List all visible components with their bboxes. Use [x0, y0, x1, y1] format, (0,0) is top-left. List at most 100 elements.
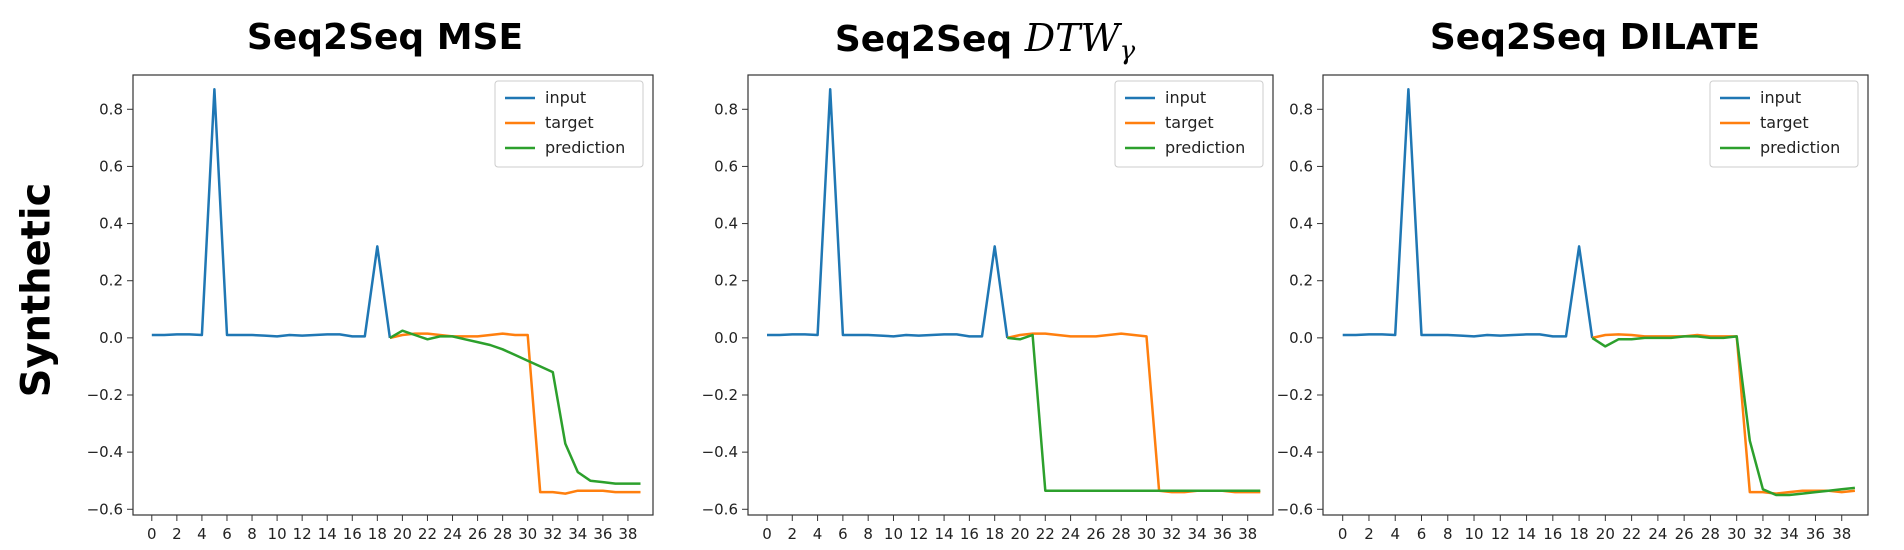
legend-label-target: target	[1760, 113, 1809, 132]
x-tick-label: 10	[884, 525, 903, 543]
x-tick-label: 0	[147, 525, 157, 543]
x-tick-label: 6	[1417, 525, 1427, 543]
y-tick-label: 0.8	[99, 100, 123, 118]
x-tick-label: 20	[393, 525, 412, 543]
chart-title-text: Seq2Seq MSE	[246, 17, 524, 58]
x-tick-label: 12	[1491, 525, 1510, 543]
series-line-prediction	[1007, 333, 1261, 492]
y-tick-label: 0.2	[99, 272, 123, 290]
x-tick-label: 22	[1036, 525, 1055, 543]
y-tick-label: −0.6	[702, 500, 738, 518]
x-tick-label: 16	[343, 525, 362, 543]
legend-label-prediction: prediction	[1760, 138, 1840, 157]
y-tick-label: −0.4	[87, 443, 123, 461]
series-line-prediction	[1591, 335, 1856, 497]
y-tick-label: 0.8	[714, 100, 738, 118]
x-tick-label: 32	[1753, 525, 1772, 543]
series-line-input	[1342, 88, 1594, 339]
x-tick-label: 26	[1675, 525, 1694, 543]
legend: input target prediction	[1709, 80, 1859, 168]
legend-box	[1114, 80, 1264, 168]
x-tick-label: 16	[1543, 525, 1562, 543]
y-tick-label: 0.2	[714, 272, 738, 290]
x-tick-label: 14	[1517, 525, 1536, 543]
legend-label-input: input	[545, 88, 586, 107]
chart-title-dilate: Seq2Seq DILATE	[1320, 8, 1870, 68]
x-tick-label: 32	[1162, 525, 1181, 543]
y-tick-label: −0.2	[702, 386, 738, 404]
y-tick-label: 0.0	[714, 329, 738, 347]
x-tick-label: 16	[960, 525, 979, 543]
legend-label-prediction: prediction	[1165, 138, 1245, 157]
x-tick-label: 26	[1086, 525, 1105, 543]
x-tick-label: 22	[1622, 525, 1641, 543]
legend-box	[494, 80, 644, 168]
legend: input target prediction	[1114, 80, 1264, 168]
x-tick-label: 14	[935, 525, 954, 543]
chart-panel-1: 0 2 4 6 8 10 12 14 16 18 20 22 24 26 28 30 32 34 36 38−0.6−…	[702, 74, 1274, 543]
x-tick-label: 8	[863, 525, 873, 543]
legend-label-prediction: prediction	[545, 138, 625, 157]
x-tick-label: 28	[1112, 525, 1131, 543]
chart-title-text: Seq2Seq	[834, 19, 1013, 60]
legend-label-input: input	[1165, 88, 1206, 107]
x-tick-label: 18	[368, 525, 387, 543]
x-tick-label: 0	[1338, 525, 1348, 543]
x-tick-label: 34	[568, 525, 587, 543]
x-tick-label: 36	[1806, 525, 1825, 543]
y-tick-label: −0.6	[1277, 500, 1313, 518]
x-tick-label: 12	[909, 525, 928, 543]
chart-title-text: Seq2Seq DILATE	[1429, 17, 1761, 58]
y-tick-label: −0.6	[87, 500, 123, 518]
chart-title-math-sub: γ	[1119, 36, 1136, 66]
x-tick-label: 26	[468, 525, 487, 543]
x-tick-label: 4	[197, 525, 207, 543]
x-tick-label: 14	[318, 525, 337, 543]
y-tick-label: 0.6	[714, 157, 738, 175]
y-tick-label: 0.4	[99, 215, 123, 233]
x-tick-label: 36	[1213, 525, 1232, 543]
legend-box	[1709, 80, 1859, 168]
x-tick-label: 2	[788, 525, 798, 543]
x-tick-label: 28	[1701, 525, 1720, 543]
y-tick-label: −0.4	[702, 443, 738, 461]
series-line-target	[1591, 333, 1856, 495]
x-tick-label: 4	[1390, 525, 1400, 543]
x-tick-label: 0	[762, 525, 772, 543]
x-tick-label: 28	[493, 525, 512, 543]
series-line-target	[1007, 332, 1261, 494]
y-tick-label: −0.2	[1277, 386, 1313, 404]
x-tick-label: 24	[1648, 525, 1667, 543]
chart-title-dtw: Seq2Seq DTWγ	[710, 8, 1260, 68]
legend-label-target: target	[1165, 113, 1214, 132]
x-tick-label: 38	[618, 525, 637, 543]
chart-title-math: DTWγ	[1024, 16, 1135, 66]
chart-panel-2: 0 2 4 6 8 10 12 14 16 18 20 22 24 26 28 30 32 34 36 38−0.6−…	[1277, 74, 1869, 543]
series-line-target	[389, 332, 641, 495]
legend-label-input: input	[1760, 88, 1801, 107]
x-tick-label: 36	[593, 525, 612, 543]
chart-title-math-main: DTW	[1024, 16, 1120, 60]
x-tick-label: 32	[543, 525, 562, 543]
y-tick-label: 0.8	[1289, 100, 1313, 118]
legend-label-target: target	[545, 113, 594, 132]
x-tick-label: 30	[1727, 525, 1746, 543]
x-tick-label: 24	[443, 525, 462, 543]
x-tick-label: 20	[1596, 525, 1615, 543]
series-line-prediction	[389, 329, 641, 485]
x-tick-label: 12	[293, 525, 312, 543]
y-tick-label: −0.2	[87, 386, 123, 404]
x-tick-label: 24	[1061, 525, 1080, 543]
y-tick-label: 0.0	[1289, 329, 1313, 347]
x-tick-label: 22	[418, 525, 437, 543]
y-tick-label: 0.2	[1289, 272, 1313, 290]
axes-frame	[1322, 74, 1869, 516]
x-tick-label: 18	[1570, 525, 1589, 543]
chart-panel-0: 0 2 4 6 8 10 12 14 16 18 20 22 24 26 28 30 32 34 36 38−0.6−…	[87, 74, 654, 543]
x-tick-label: 38	[1238, 525, 1257, 543]
y-tick-label: 0.6	[99, 157, 123, 175]
chart-title-mse: Seq2Seq MSE	[110, 8, 660, 68]
x-tick-label: 18	[985, 525, 1004, 543]
x-tick-label: 6	[222, 525, 232, 543]
